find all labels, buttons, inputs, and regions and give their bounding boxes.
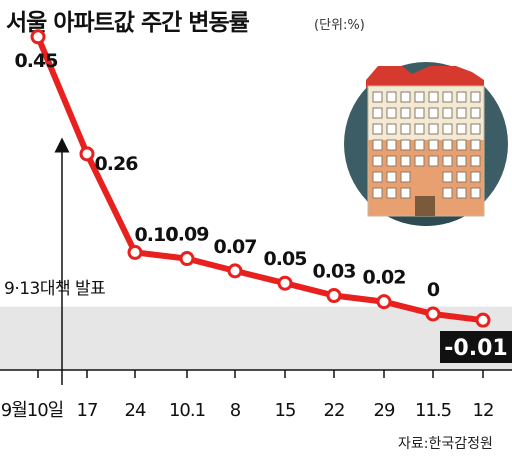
data-label: 0.07 <box>214 236 257 258</box>
chart-title: 서울 아파트값 주간 변동률 <box>6 10 250 36</box>
source-label: 자료:한국감정원 <box>398 436 493 452</box>
negative-label-background <box>440 331 512 363</box>
data-point <box>277 275 293 291</box>
data-label: 0.02 <box>363 267 406 289</box>
data-point <box>30 29 46 45</box>
series-points <box>30 29 491 328</box>
data-point <box>425 306 441 322</box>
x-tick-label: 8 <box>230 400 241 421</box>
data-label: 0.10 <box>135 224 179 246</box>
data-labels: 0.45 0.26 0.100.090.07 0.05 0.03 0.02 0 -0.01 <box>15 50 512 363</box>
data-label: 0.05 <box>264 248 307 270</box>
x-axis-tick-labels: 9월10일 17 24 10.1 8 15 22 29 11.5 12 <box>1 400 495 421</box>
data-point <box>127 244 143 260</box>
data-label: 0.03 <box>313 261 356 283</box>
data-point <box>376 294 392 310</box>
x-tick-label: 12 <box>473 400 494 421</box>
data-point <box>475 312 491 328</box>
data-label: -0.01 <box>444 336 507 361</box>
x-tick-label: 15 <box>275 400 296 421</box>
data-point <box>227 263 243 279</box>
series-line <box>35 33 486 324</box>
x-tick-label: 22 <box>324 400 345 421</box>
data-point <box>79 146 95 162</box>
x-tick-label: 10.1 <box>169 400 205 421</box>
apartment-illustration-icon <box>344 62 508 226</box>
x-tick-label: 24 <box>125 400 146 421</box>
data-label: 0.45 <box>15 50 58 72</box>
policy-annotation-label: 9·13대책 발표 <box>4 279 105 299</box>
x-tick-label: 11.5 <box>415 400 451 421</box>
x-tick-label: 9월10일 <box>1 400 63 421</box>
data-label: 0.26 <box>95 153 139 175</box>
x-tick-label: 29 <box>374 400 395 421</box>
data-point <box>326 288 342 304</box>
data-point <box>179 251 195 267</box>
x-axis-ticks <box>37 370 484 378</box>
data-label: 0 <box>427 279 440 301</box>
unit-label: (단위:%) <box>314 18 365 33</box>
data-label: 0.09 <box>166 224 209 246</box>
x-tick-label: 17 <box>77 400 98 421</box>
